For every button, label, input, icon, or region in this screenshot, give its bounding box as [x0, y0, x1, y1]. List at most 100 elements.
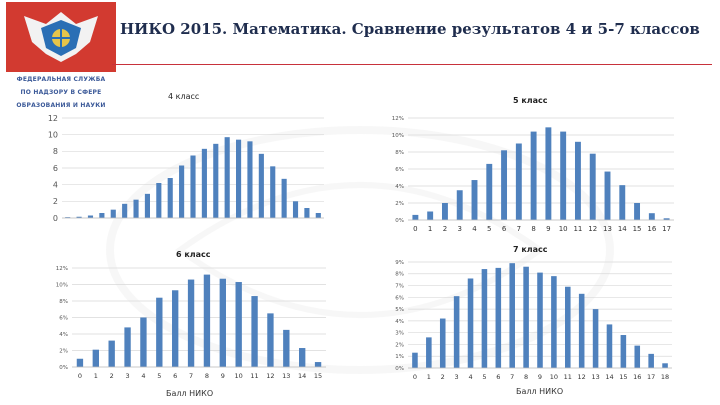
bar	[122, 203, 128, 218]
bar	[124, 327, 131, 367]
bar	[219, 278, 226, 367]
bar	[172, 290, 179, 367]
org-name-line-2: ПО НАДЗОРУ В СФЕРЕ	[20, 89, 102, 96]
y-tick-label: 3%	[395, 331, 404, 337]
bar	[108, 340, 115, 367]
y-tick-label: 6%	[395, 295, 404, 301]
y-tick-label: 10%	[56, 282, 68, 288]
x-tick-label: 2	[441, 373, 445, 381]
y-tick-label: 10%	[392, 133, 404, 139]
y-tick-label: 8	[53, 147, 58, 156]
x-tick-label: 15	[633, 225, 642, 233]
x-axis-label-7-class: Балл НИКО	[516, 387, 564, 396]
bar	[509, 263, 515, 368]
y-tick-label: 0	[53, 214, 58, 223]
x-tick-label: 5	[487, 225, 491, 233]
x-tick-label: 14	[298, 372, 306, 380]
x-tick-label: 11	[573, 225, 582, 233]
bar	[281, 178, 287, 218]
x-tick-label: 3	[455, 373, 459, 381]
bar	[495, 267, 502, 368]
x-tick-label: 12	[578, 373, 586, 381]
x-tick-label: 0	[413, 373, 417, 381]
x-tick-label: 0	[413, 225, 417, 233]
x-tick-label: 10	[550, 373, 558, 381]
x-tick-label: 11	[250, 372, 258, 380]
x-tick-label: 9	[538, 373, 542, 381]
bar	[662, 363, 668, 368]
y-tick-label: 10	[48, 130, 58, 139]
x-tick-label: 15	[314, 372, 322, 380]
bar	[412, 352, 418, 368]
y-tick-label: 5%	[395, 307, 404, 313]
bar	[76, 216, 82, 218]
bar	[314, 362, 322, 367]
x-tick-label: 15	[619, 373, 627, 381]
x-tick-label: 14	[605, 373, 613, 381]
bar	[179, 165, 185, 218]
bar	[589, 153, 596, 220]
bar	[471, 180, 478, 220]
bar	[545, 127, 552, 220]
bar	[203, 274, 211, 367]
x-tick-label: 12	[588, 225, 597, 233]
bar	[140, 317, 147, 367]
bar	[304, 208, 310, 218]
chart-title-7-class: 7 класс	[513, 245, 548, 254]
bar	[224, 137, 230, 218]
bar	[110, 209, 116, 218]
bar	[65, 217, 71, 218]
x-tick-label: 13	[591, 373, 599, 381]
bar	[551, 276, 557, 368]
bar	[578, 293, 585, 368]
y-tick-label: 2%	[395, 201, 404, 207]
bar	[156, 297, 163, 367]
bar	[236, 139, 242, 218]
bar	[76, 358, 84, 367]
chart-title-6-class: 6 класс	[176, 250, 211, 259]
bar	[648, 213, 655, 220]
bar	[299, 348, 306, 367]
chart-4-class: 0 2 4 6 8 10 12	[40, 110, 330, 228]
x-tick-label: 7	[189, 372, 193, 380]
y-tick-label: 4%	[395, 319, 404, 325]
x-tick-label: 10	[559, 225, 568, 233]
bar	[87, 215, 94, 218]
bar	[606, 324, 613, 368]
y-tick-label: 0%	[395, 366, 404, 372]
bar	[560, 131, 567, 220]
bar	[592, 309, 599, 368]
x-tick-label: 2	[110, 372, 114, 380]
chart-title-4-class: 4 класс	[168, 92, 200, 101]
x-tick-label: 4	[468, 373, 472, 381]
x-tick-label: 6	[496, 373, 500, 381]
x-tick-label: 3	[457, 225, 461, 233]
bar	[634, 203, 641, 220]
bar	[213, 143, 219, 218]
x-tick-label: 7	[517, 225, 521, 233]
page-title: НИКО 2015. Математика. Сравнение результ…	[120, 20, 700, 38]
y-tick-label: 8%	[395, 150, 404, 156]
bar	[187, 279, 195, 367]
bar	[99, 213, 105, 218]
watermark-emblem	[106, 126, 614, 374]
bar	[620, 335, 627, 368]
y-tick-label: 6	[53, 164, 58, 173]
bar	[412, 214, 419, 220]
y-tick-label: 12%	[56, 266, 68, 272]
bar	[258, 153, 264, 218]
x-tick-label: 11	[564, 373, 572, 381]
x-tick-label: 17	[647, 373, 655, 381]
y-tick-label: 0%	[59, 365, 68, 371]
x-tick-label: 1	[94, 372, 98, 380]
title-divider	[112, 64, 712, 65]
y-tick-label: 2%	[395, 342, 404, 348]
bar	[439, 318, 446, 368]
y-tick-label: 6%	[395, 167, 404, 173]
x-tick-label: 4	[141, 372, 145, 380]
x-tick-label: 12	[266, 372, 274, 380]
x-tick-label: 5	[482, 373, 486, 381]
x-tick-label: 8	[205, 372, 209, 380]
x-tick-label: 16	[633, 373, 641, 381]
bar	[467, 278, 474, 368]
